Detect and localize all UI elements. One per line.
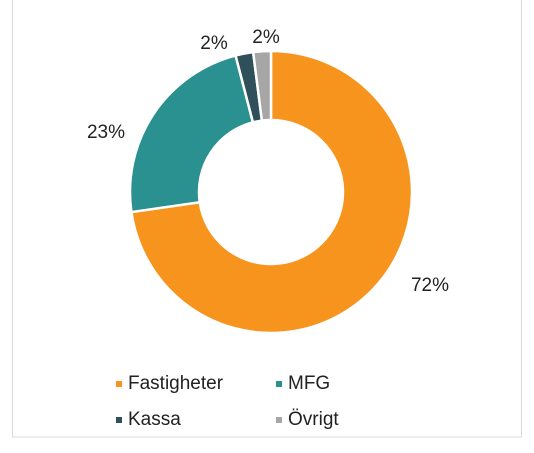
legend-marker [276,417,282,423]
legend-marker [116,381,122,387]
data-label: 2% [200,33,228,54]
legend-label: Övrigt [288,409,339,430]
donut-slice [128,53,255,214]
legend-label: MFG [288,373,330,394]
legend-label: Fastigheter [128,373,224,394]
legend-marker [116,417,122,423]
legend-label: Kassa [128,409,181,430]
data-label: 23% [87,122,125,143]
legend-marker [276,381,282,387]
donut-slice [251,49,273,122]
donut-slice [130,49,414,335]
data-label: 72% [411,275,449,296]
data-label: 2% [252,27,280,48]
